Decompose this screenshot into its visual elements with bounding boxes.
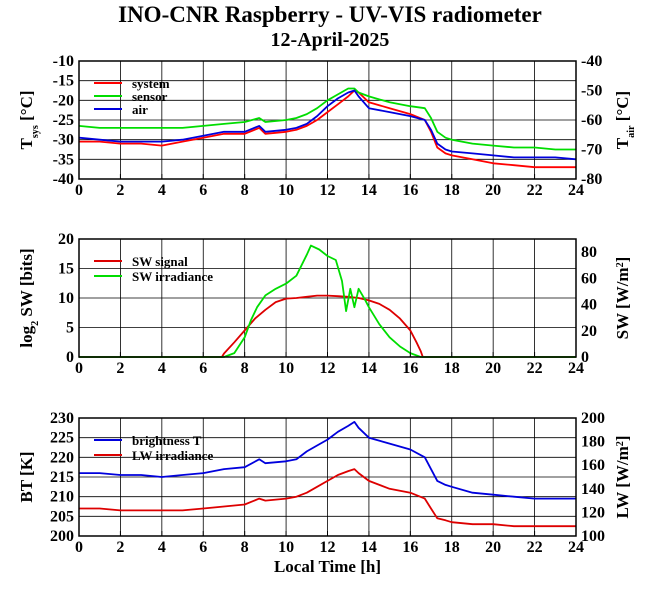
y2-tick-label: -40 xyxy=(581,53,602,70)
y-tick-label: 200 xyxy=(50,528,74,545)
x-tick-label: 20 xyxy=(485,360,501,377)
y-tick-label: 0 xyxy=(66,349,74,366)
y2-tick-label: 200 xyxy=(581,410,605,427)
y-tick-label: 5 xyxy=(66,320,74,337)
legend-label: air xyxy=(132,102,148,117)
y2-tick-label: 40 xyxy=(581,297,597,314)
x-tick-label: 10 xyxy=(278,182,294,199)
legend-label: sensor xyxy=(132,89,168,104)
x-tick-label: 2 xyxy=(116,539,124,556)
x-tick-label: 22 xyxy=(527,539,543,556)
x-tick-label: 16 xyxy=(402,360,418,377)
x-tick-label: 14 xyxy=(361,360,377,377)
y2-tick-label: 160 xyxy=(581,457,605,474)
y2-tick-label: 20 xyxy=(581,323,597,340)
x-tick-label: 8 xyxy=(241,539,249,556)
y-axis-label: BT [K] xyxy=(17,451,36,502)
y2-tick-label: -50 xyxy=(581,83,602,100)
series-line-sw-irradiance xyxy=(79,244,576,358)
legend-label: SW irradiance xyxy=(132,269,213,284)
series-line-sw-signal xyxy=(79,294,576,358)
x-tick-label: 12 xyxy=(320,539,336,556)
x-tick-label: 24 xyxy=(568,360,584,377)
chart-subtitle: 12-April-2025 xyxy=(270,29,390,51)
y-tick-label: 230 xyxy=(50,410,74,427)
series-line-system xyxy=(79,89,576,169)
legend-label: LW irradiance xyxy=(132,448,213,463)
y-tick-label: -40 xyxy=(53,171,74,188)
x-tick-label: 8 xyxy=(241,360,249,377)
y2-tick-label: 80 xyxy=(581,244,597,261)
y2-axis-label: Tair [°C] xyxy=(613,91,637,149)
x-tick-label: 2 xyxy=(116,182,124,199)
y-tick-label: -30 xyxy=(53,132,74,149)
x-tick-label: 6 xyxy=(199,360,207,377)
x-tick-label: 6 xyxy=(199,182,207,199)
y-axis-label: Tsys [°C] xyxy=(17,90,41,149)
x-tick-label: 12 xyxy=(320,360,336,377)
series-line-sensor xyxy=(78,87,576,151)
x-tick-label: 2 xyxy=(116,360,124,377)
y2-tick-label: 0 xyxy=(581,349,589,366)
y-tick-label: -35 xyxy=(53,151,74,168)
x-tick-label: 12 xyxy=(320,182,336,199)
x-tick-label: 6 xyxy=(199,539,207,556)
series-line-air xyxy=(78,89,577,161)
x-axis-label: Local Time [h] xyxy=(274,557,381,576)
y2-tick-label: 140 xyxy=(581,481,605,498)
x-tick-label: 4 xyxy=(158,360,166,377)
y-tick-label: 10 xyxy=(58,290,74,307)
legend-label: SW signal xyxy=(132,254,188,269)
x-tick-label: 16 xyxy=(402,182,418,199)
x-tick-label: 18 xyxy=(444,182,460,199)
legend-label: brightness T xyxy=(132,433,202,448)
y-tick-label: 15 xyxy=(58,261,74,278)
x-tick-label: 4 xyxy=(158,539,166,556)
x-tick-label: 18 xyxy=(444,360,460,377)
x-tick-label: 24 xyxy=(568,539,584,556)
y-tick-label: 20 xyxy=(58,231,74,248)
y2-tick-label: -60 xyxy=(581,112,602,129)
y-tick-label: -15 xyxy=(53,73,74,90)
x-tick-label: 10 xyxy=(278,360,294,377)
y2-tick-label: 60 xyxy=(581,270,597,287)
x-tick-label: 0 xyxy=(75,539,83,556)
y2-tick-label: -70 xyxy=(581,142,602,159)
x-tick-label: 14 xyxy=(361,182,377,199)
y-tick-label: 210 xyxy=(50,489,74,506)
x-tick-label: 8 xyxy=(241,182,249,199)
x-tick-label: 10 xyxy=(278,539,294,556)
y2-tick-label: -80 xyxy=(581,171,602,188)
series-line-lw-irradiance xyxy=(79,468,576,528)
x-tick-label: 16 xyxy=(402,539,418,556)
x-tick-label: 22 xyxy=(527,360,543,377)
y-tick-label: 225 xyxy=(50,430,74,447)
x-tick-label: 22 xyxy=(527,182,543,199)
y-tick-label: -20 xyxy=(53,92,74,109)
y-tick-label: -10 xyxy=(53,53,74,70)
y-tick-label: -25 xyxy=(53,112,74,129)
y2-tick-label: 120 xyxy=(581,504,605,521)
series-line-brightness-t xyxy=(79,420,576,500)
legend-label: system xyxy=(132,76,170,91)
x-tick-label: 14 xyxy=(361,539,377,556)
x-tick-label: 0 xyxy=(75,360,83,377)
x-tick-label: 18 xyxy=(444,539,460,556)
chart-title: INO-CNR Raspberry - UV-VIS radiometer xyxy=(118,2,542,27)
x-tick-label: 20 xyxy=(485,182,501,199)
y-tick-label: 205 xyxy=(50,508,74,525)
y-tick-label: 215 xyxy=(50,469,74,486)
y-tick-label: 220 xyxy=(50,449,74,466)
x-tick-label: 20 xyxy=(485,539,501,556)
y2-tick-label: 100 xyxy=(581,528,605,545)
x-tick-label: 24 xyxy=(568,182,584,199)
y2-tick-label: 180 xyxy=(581,434,605,451)
y2-axis-label: SW [W/m2] xyxy=(613,257,632,340)
x-tick-label: 4 xyxy=(158,182,166,199)
x-tick-label: 0 xyxy=(75,182,83,199)
y2-axis-label: LW [W/m2] xyxy=(613,435,632,518)
y-axis-label: log2 SW [bits] xyxy=(17,248,41,347)
